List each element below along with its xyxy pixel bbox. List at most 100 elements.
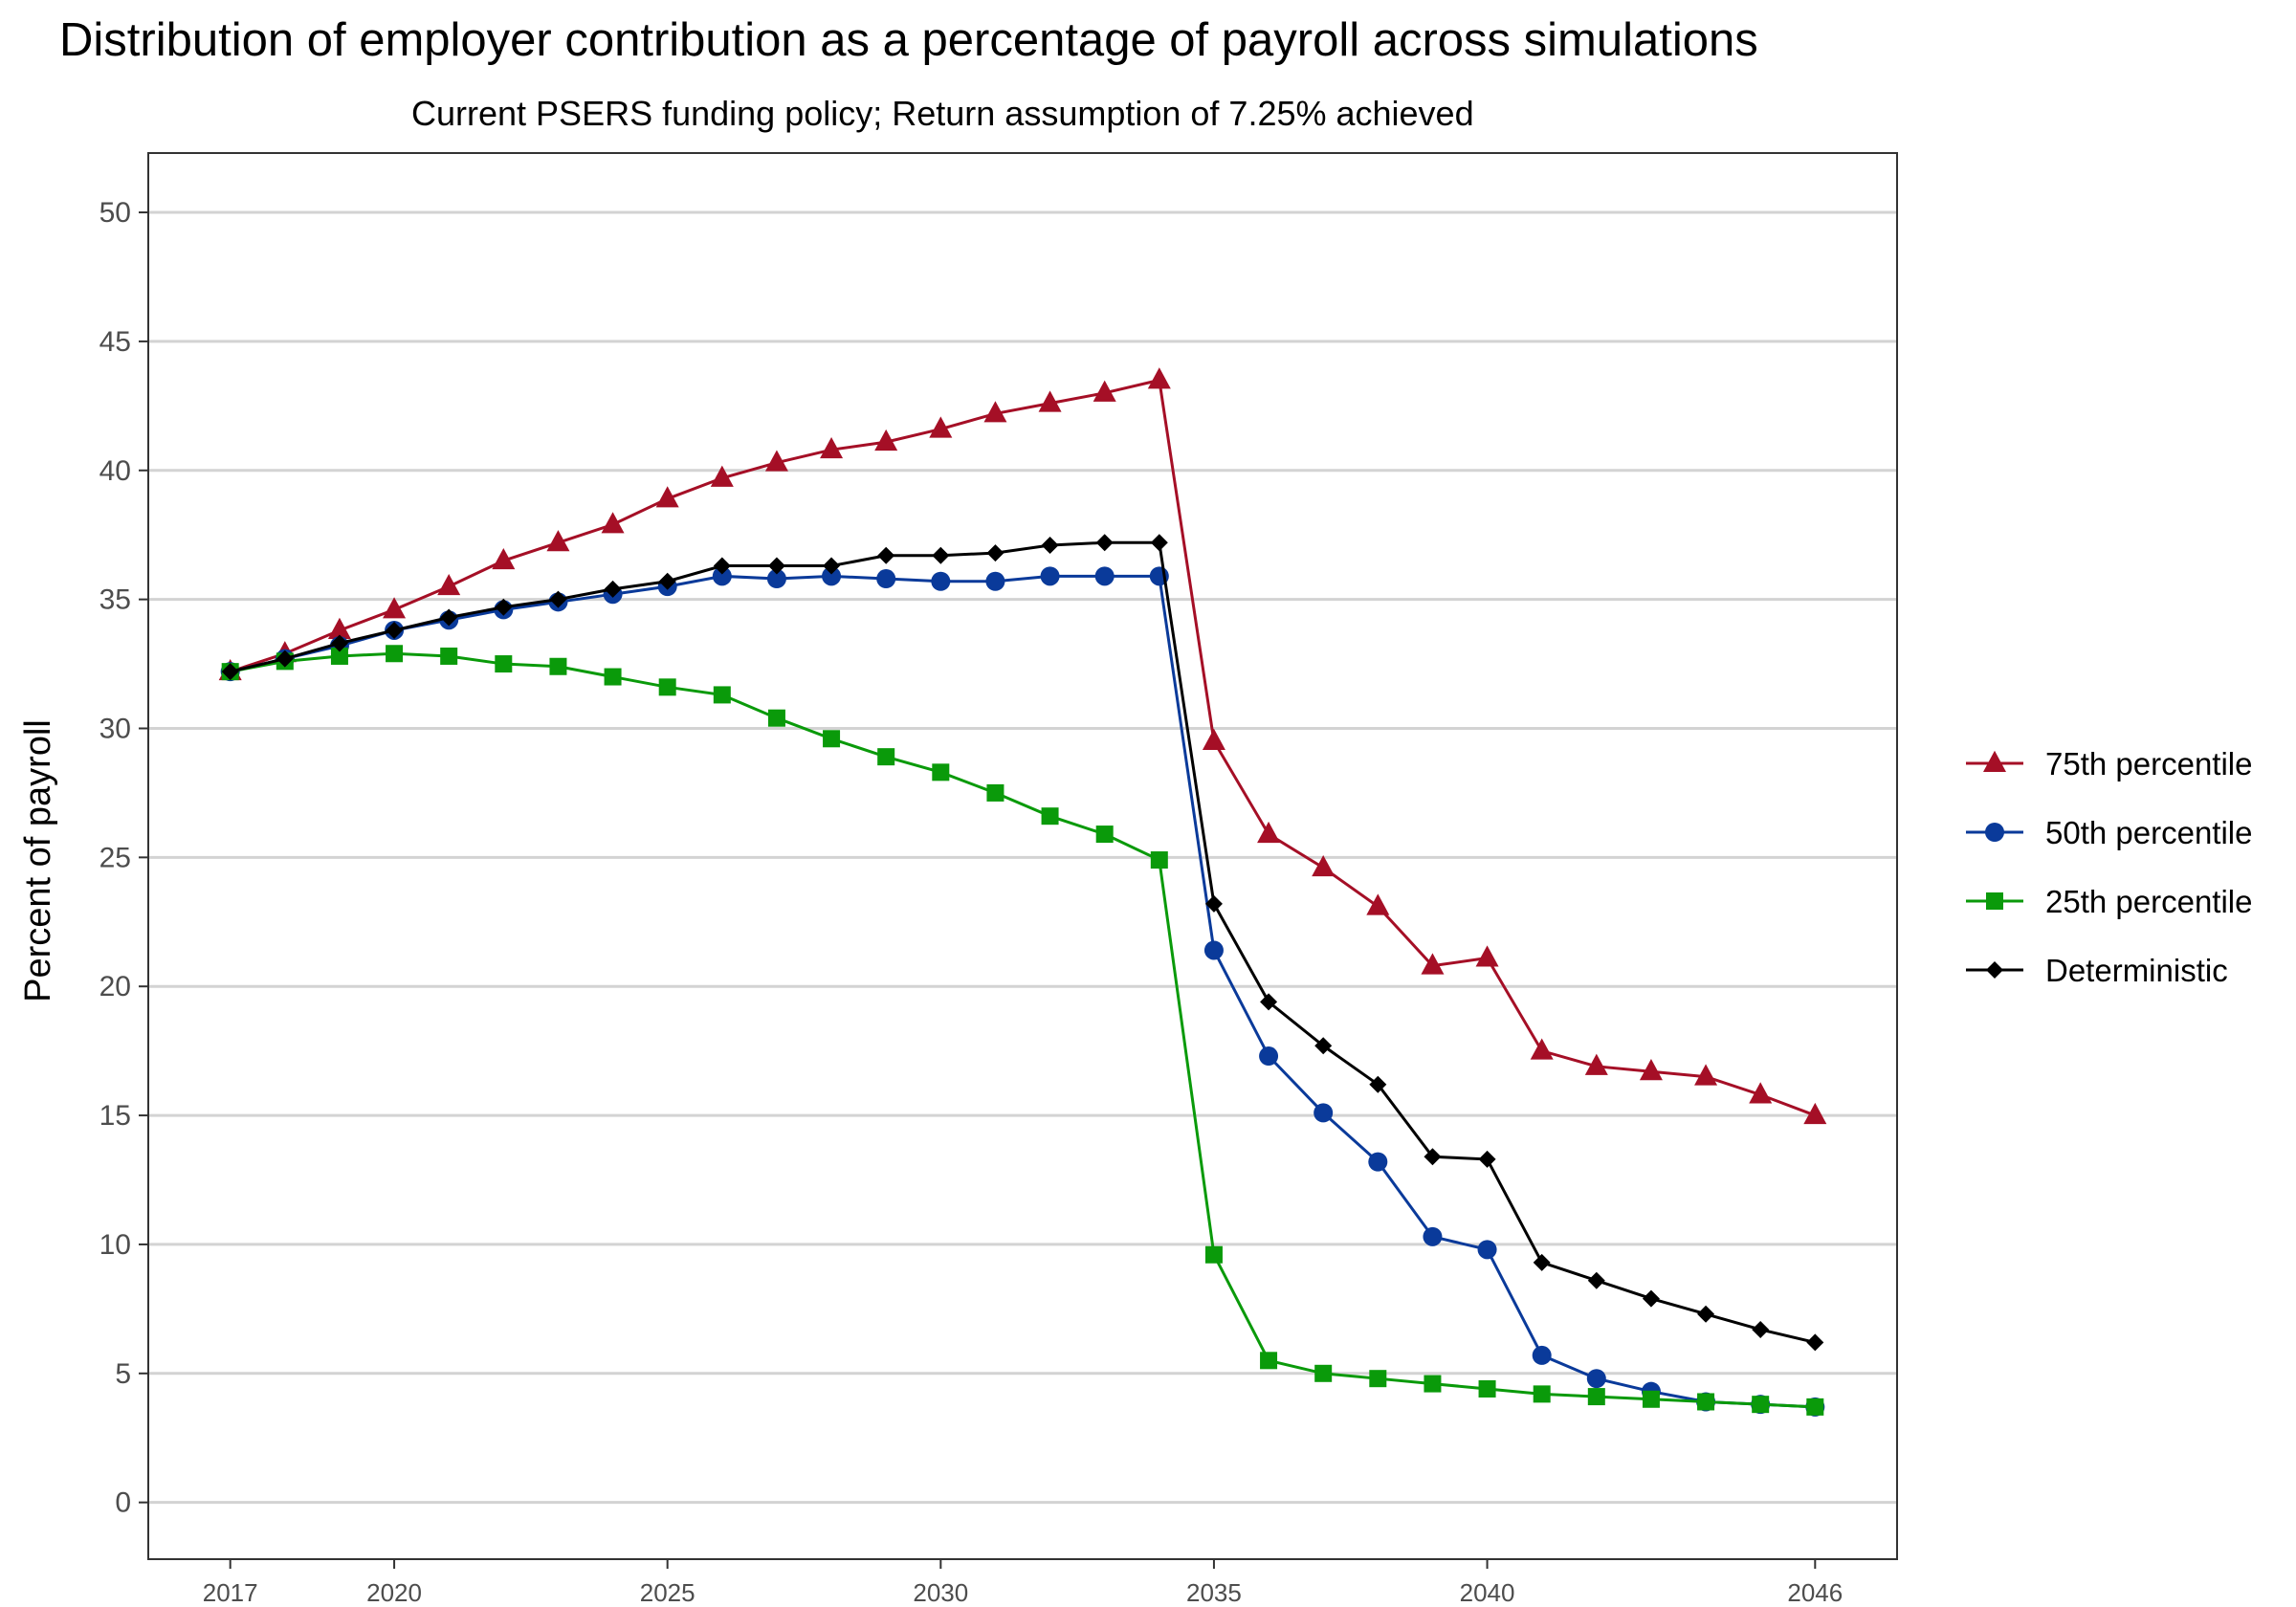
data-point [330, 647, 348, 665]
data-point [1093, 380, 1116, 402]
data-point [383, 597, 407, 619]
data-point [604, 668, 622, 686]
legend-label: 50th percentile [2045, 815, 2252, 850]
data-point [1150, 534, 1168, 552]
data-point [1697, 1305, 1715, 1323]
series-1 [220, 566, 1825, 1417]
data-point [1533, 1253, 1551, 1271]
x-tick-label: 2030 [913, 1578, 968, 1607]
data-point [1639, 1059, 1663, 1081]
x-tick-label: 2017 [203, 1578, 258, 1607]
data-point [932, 546, 950, 564]
data-point [1202, 728, 1225, 750]
data-point [1475, 945, 1499, 967]
data-point [386, 645, 404, 663]
legend-entry: 25th percentile [1966, 884, 2252, 919]
data-point [823, 557, 841, 575]
data-point [985, 571, 1005, 591]
legend-swatch-marker [1985, 823, 2004, 842]
data-point [1314, 1364, 1333, 1382]
data-point [1260, 1352, 1278, 1370]
data-point [1312, 854, 1336, 877]
data-point [1095, 534, 1114, 552]
x-tick-label: 2035 [1186, 1578, 1242, 1607]
y-tick-label: 10 [99, 1229, 131, 1261]
data-point [1041, 536, 1059, 554]
series-line [230, 574, 1816, 1409]
data-point [1257, 821, 1281, 844]
data-point [1150, 851, 1168, 870]
data-point [1752, 1396, 1770, 1414]
data-point [1586, 1369, 1606, 1389]
data-point [823, 730, 841, 748]
data-point [1587, 1271, 1605, 1289]
data-point [1369, 1370, 1387, 1388]
data-point [549, 590, 567, 608]
data-point [1423, 1226, 1443, 1246]
legend-entry: 75th percentile [1966, 746, 2252, 781]
legend-label: 75th percentile [2045, 746, 2252, 781]
y-tick-label: 50 [99, 197, 131, 229]
data-point [1694, 1064, 1718, 1086]
legend-entry: Deterministic [1966, 953, 2228, 988]
y-tick-label: 30 [99, 713, 131, 744]
data-point [276, 649, 294, 668]
data-point [1477, 1240, 1497, 1260]
data-point [1642, 1390, 1660, 1408]
legend-swatch-marker [1986, 892, 2003, 910]
y-tick-label: 5 [115, 1358, 131, 1390]
legend-swatch-marker [1986, 961, 2003, 979]
series-3 [221, 534, 1824, 1352]
series-2 [221, 645, 1824, 1416]
data-point [1040, 566, 1060, 586]
data-point [221, 663, 239, 681]
data-point [1478, 1379, 1496, 1398]
x-tick-label: 2025 [640, 1578, 695, 1607]
data-point [1203, 940, 1224, 960]
grid-layer [148, 210, 1897, 1505]
data-point [658, 678, 676, 696]
data-point [877, 546, 895, 564]
data-point [604, 580, 622, 598]
data-point [495, 598, 513, 616]
data-point [549, 657, 567, 675]
data-point [820, 436, 844, 459]
data-point [931, 571, 951, 591]
data-point [495, 655, 513, 673]
data-point [1259, 1046, 1279, 1067]
data-point [1424, 1148, 1442, 1166]
legend-label: 25th percentile [2045, 884, 2252, 919]
data-point [713, 686, 731, 704]
data-point [1697, 1393, 1715, 1411]
data-point [766, 569, 786, 589]
data-point [1421, 953, 1445, 975]
data-point [437, 573, 461, 596]
data-point [929, 416, 953, 438]
data-point [1368, 1152, 1388, 1172]
data-point [1478, 1150, 1496, 1168]
data-point [546, 530, 570, 552]
data-point [1584, 1053, 1608, 1075]
y-tick-label: 35 [99, 584, 131, 616]
data-point [601, 512, 625, 534]
data-point [713, 557, 731, 575]
series-line [230, 651, 1816, 1409]
legend: 75th percentile 50th percentile 25th perce… [1966, 746, 2252, 988]
data-point [1424, 1375, 1442, 1393]
data-point [1038, 390, 1062, 412]
chart-subtitle: Current PSERS funding policy; Return ass… [411, 94, 1474, 133]
data-point [1806, 1398, 1824, 1416]
data-point [986, 544, 1004, 562]
data-point [1204, 1245, 1223, 1264]
data-point [1204, 894, 1223, 913]
legend-label: Deterministic [2045, 953, 2228, 988]
data-point [440, 647, 458, 665]
data-point [1749, 1082, 1773, 1104]
data-point [1366, 893, 1390, 915]
data-point [1530, 1038, 1554, 1060]
data-point [712, 566, 732, 586]
data-point [1314, 1037, 1333, 1055]
data-point [1532, 1345, 1552, 1365]
